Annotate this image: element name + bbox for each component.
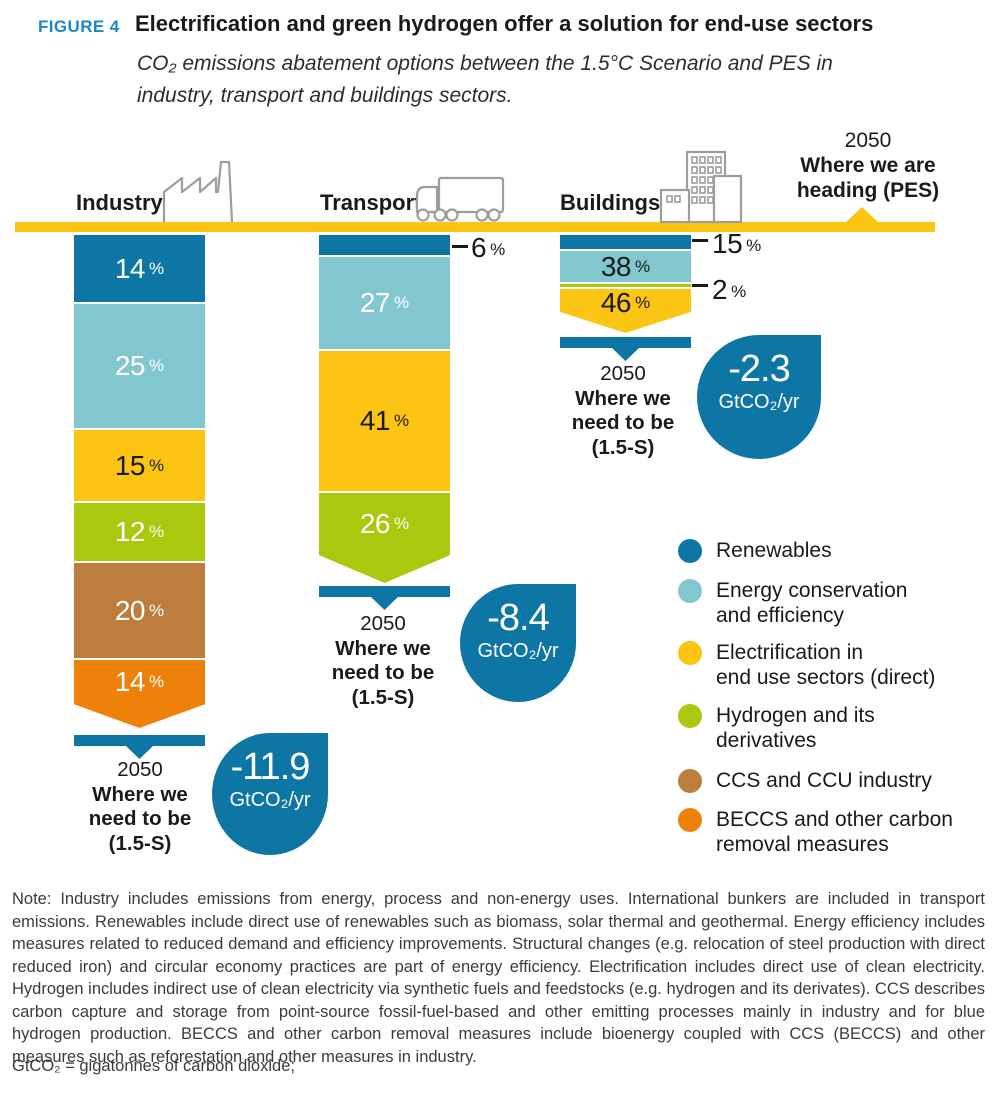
legend-dot-efficiency: [678, 579, 702, 603]
buildings-target-notch: [612, 348, 639, 361]
buildings-target-text: 2050 Where we need to be (1.5-S): [571, 362, 675, 459]
legend-label-beccs: BECCS and other carbon removal measures: [716, 808, 953, 856]
pes-year: 2050: [844, 129, 892, 152]
segment-value: 26: [359, 508, 391, 539]
legend-label-electrification: Electrification in end use sectors (dire…: [716, 641, 936, 689]
legend-dot-beccs: [678, 808, 702, 832]
pes-baseline: [15, 222, 935, 232]
segment-value: 27: [359, 287, 391, 318]
segment-value: 25: [114, 350, 146, 381]
legend-dot-ccs: [678, 769, 702, 793]
buildings-total-drop: -2.3 GtCO₂/yr: [697, 335, 821, 459]
legend-label-renewables: Renewables: [716, 539, 832, 562]
transport-total-unit: GtCO₂/yr: [477, 640, 559, 662]
industry-segment-ccs: 20%: [74, 563, 205, 658]
transport-segment-efficiency: 27%: [319, 257, 450, 349]
transport-segment-renewables: [319, 235, 450, 255]
legend-dot-hydrogen: [678, 704, 702, 728]
segment-value: 38: [600, 250, 632, 282]
pes-heading: 2050 Where we are heading (PES): [763, 128, 973, 203]
note-text: Note: Industry includes emissions from e…: [12, 890, 985, 1066]
legend-label-hydrogen: Hydrogen and its derivatives: [716, 704, 875, 752]
buildings-hydrogen-label: 2%: [712, 274, 747, 305]
buildings-icon: [653, 150, 743, 224]
transport-renewables-label: 6%: [471, 232, 506, 263]
segment-value: 14: [114, 666, 146, 697]
industry-segment-beccs: 14%: [74, 660, 205, 728]
buildings-total-unit: GtCO₂/yr: [718, 391, 800, 413]
transport-total-value: -8.4: [487, 597, 549, 639]
sector-label-buildings: Buildings: [560, 190, 661, 215]
industry-total-unit: GtCO₂/yr: [229, 789, 311, 811]
industry-segment-hydrogen: 12%: [74, 503, 205, 561]
industry-target-bar: [74, 735, 205, 746]
industry-total-value: -11.9: [230, 746, 311, 788]
buildings-hydrogen-tick: [692, 284, 708, 287]
figure-title: Electrification and green hydrogen offer…: [135, 11, 874, 36]
buildings-renewables-label: 15%: [712, 228, 762, 259]
footnote-text: GtCO₂ = gigatonnes of carbon dioxide;: [12, 1057, 295, 1075]
transport-target-notch: [371, 597, 398, 610]
factory-icon: [160, 154, 240, 224]
transport-target-bar: [319, 586, 450, 597]
figure-label: FIGURE 4: [38, 17, 120, 36]
legend-dot-renewables: [678, 539, 702, 563]
truck-icon: [410, 176, 506, 223]
legend-label-efficiency: Energy conservation and efficiency: [716, 579, 908, 627]
figure-subtitle: CO₂ emissions abatement options between …: [137, 52, 833, 107]
pes-line1: Where we are: [800, 154, 936, 177]
industry-segment-renewables: 14%: [74, 235, 205, 302]
buildings-target-bar: [560, 337, 691, 348]
segment-value: 41: [359, 405, 391, 436]
transport-segment-hydrogen: 26%: [319, 493, 450, 583]
transport-total-drop: -8.4 GtCO₂/yr: [460, 584, 576, 702]
pes-pointer-triangle: [845, 207, 879, 223]
industry-segment-efficiency: 25%: [74, 304, 205, 428]
segment-value: 46: [600, 287, 632, 318]
pes-line2: heading (PES): [796, 179, 940, 202]
segment-value: 12: [114, 516, 146, 547]
segment-value: 15: [114, 449, 146, 481]
industry-segment-electrification: 15%: [74, 430, 205, 501]
industry-total-drop: -11.9 GtCO₂/yr: [212, 733, 328, 855]
transport-segment-electrification: 41%: [319, 351, 450, 491]
legend-label-ccs: CCS and CCU industry: [716, 769, 932, 792]
buildings-renewables-tick: [692, 239, 708, 242]
buildings-segment-electrification: 46%: [560, 289, 691, 333]
legend-dot-electrification: [678, 641, 702, 665]
buildings-segment-efficiency: 38%: [560, 251, 691, 282]
buildings-total-value: -2.3: [728, 348, 790, 390]
segment-value: 20: [114, 594, 146, 626]
buildings-segment-renewables: [560, 235, 691, 249]
transport-target-text: 2050 Where we need to be (1.5-S): [331, 612, 435, 709]
transport-renewables-tick: [452, 245, 468, 248]
industry-target-text: 2050 Where we need to be (1.5-S): [88, 758, 192, 855]
segment-value: 14: [114, 252, 146, 284]
buildings-segment-hydrogen: [560, 284, 691, 287]
sector-label-transport: Transport: [320, 190, 422, 215]
sector-label-industry: Industry: [76, 190, 163, 215]
